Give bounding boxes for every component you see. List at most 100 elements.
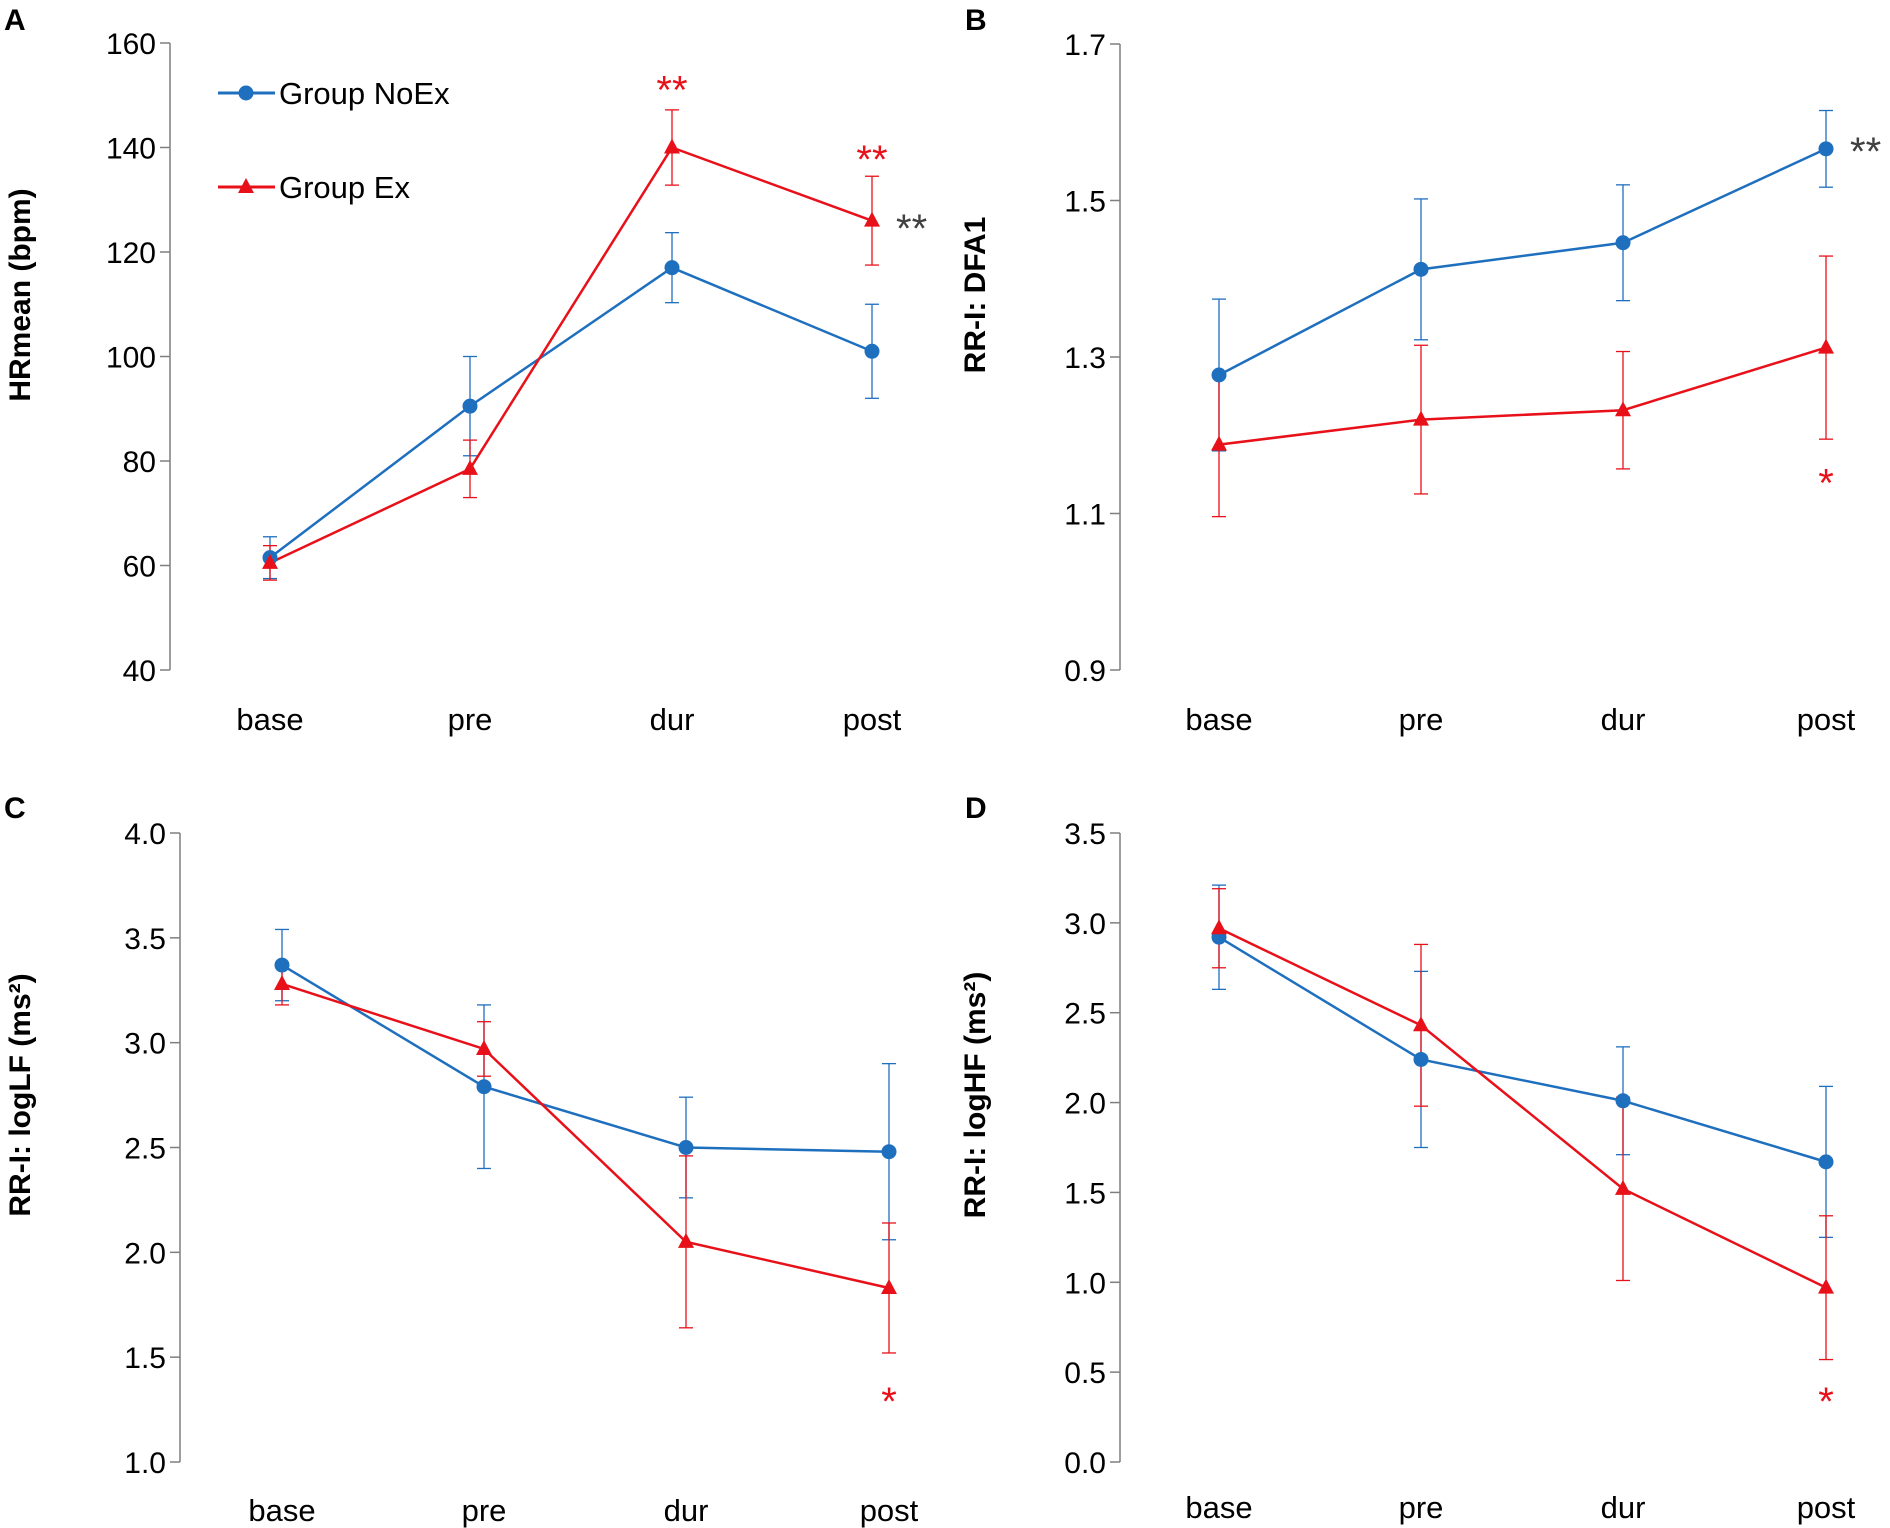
x-category-label-c: pre (462, 1493, 507, 1528)
legend-marker-noex (238, 85, 254, 101)
panel-d: D RR-I: logHF (ms²) 0.0 0.5 1.0 1.5 2.0 2.5 3.… (959, 792, 1856, 1525)
panel-letter-c: C (4, 792, 26, 825)
data-point-ex-c (678, 1232, 694, 1248)
y-tick-label-c: 1.0 (124, 1447, 166, 1480)
data-point-noex-a (462, 398, 478, 414)
data-point-ex-d (1413, 1016, 1429, 1032)
x-category-label-a: pre (448, 702, 493, 737)
y-tick-label-c: 3.5 (124, 923, 166, 956)
y-axis-title-d: RR-I: logHF (ms²) (959, 972, 992, 1219)
x-category-label-a: base (236, 702, 303, 737)
y-axis-title-b: RR-I: DFA1 (959, 217, 992, 374)
legend-item-ex: Group Ex (218, 170, 410, 205)
series-line-noex-c (281, 964, 890, 1153)
plot-area-d: 0.0 0.5 1.0 1.5 2.0 2.5 3.0 3.5 base pre dur post * (1064, 818, 1855, 1525)
data-point-ex-b (1211, 435, 1227, 451)
data-point-noex-d (1413, 1051, 1429, 1067)
data-point-noex-d (1615, 1093, 1631, 1109)
x-category-label-a: post (843, 702, 902, 737)
x-category-label-d: dur (1601, 1490, 1646, 1525)
y-tick-label-b: 1.7 (1064, 29, 1106, 62)
data-point-ex-b (1615, 401, 1631, 417)
panel-c: C RR-I: logLF (ms²) 1.0 1.5 2.0 2.5 3.0 3.5 4.… (4, 792, 919, 1528)
y-tick-label-b: 0.9 (1064, 655, 1106, 688)
series-line-noex-d (1218, 936, 1827, 1164)
y-tick-label-a: 160 (106, 28, 156, 61)
legend-label-ex: Group Ex (279, 170, 410, 205)
y-tick-label-c: 4.0 (124, 818, 166, 851)
x-category-label-b: dur (1601, 702, 1646, 737)
data-point-ex-a (864, 211, 880, 227)
data-point-ex-a (462, 459, 478, 475)
plot-area-c: 1.0 1.5 2.0 2.5 3.0 3.5 4.0 base pre dur post * (124, 818, 918, 1528)
y-tick-label-c: 3.0 (124, 1028, 166, 1061)
y-tick-label-d: 1.0 (1064, 1267, 1106, 1300)
x-category-label-b: pre (1399, 702, 1444, 737)
y-tick-label-d: 0.0 (1064, 1447, 1106, 1480)
y-axis-title-a: HRmean (bpm) (4, 188, 37, 401)
data-point-noex-c (881, 1144, 897, 1160)
series-line-ex-a (269, 145, 873, 565)
y-tick-label-a: 100 (106, 342, 156, 375)
data-point-ex-d (1615, 1179, 1631, 1195)
data-point-ex-c (881, 1278, 897, 1294)
y-tick-label-b: 1.3 (1064, 342, 1106, 375)
data-point-noex-c (274, 957, 290, 973)
x-category-label-d: base (1185, 1490, 1252, 1525)
y-tick-label-a: 60 (123, 551, 156, 584)
data-point-noex-a (864, 343, 880, 359)
x-category-label-a: dur (650, 702, 695, 737)
panel-a: A HRmean (bpm) 40 60 80 100 120 140 160 base pre… (4, 4, 927, 737)
x-category-label-c: dur (664, 1493, 709, 1528)
y-tick-label-d: 1.5 (1064, 1177, 1106, 1210)
x-category-label-d: pre (1399, 1490, 1444, 1525)
significance-marker-a: ** (856, 138, 887, 182)
data-point-noex-b (1818, 141, 1834, 157)
y-tick-label-d: 2.5 (1064, 998, 1106, 1031)
x-category-label-b: base (1185, 702, 1252, 737)
y-tick-label-c: 2.5 (124, 1133, 166, 1166)
panel-letter-a: A (4, 4, 26, 37)
data-point-ex-c (476, 1039, 492, 1055)
panel-letter-b: B (965, 4, 987, 37)
y-tick-label-a: 140 (106, 133, 156, 166)
data-point-noex-c (678, 1140, 694, 1155)
data-point-ex-d (1818, 1278, 1834, 1294)
data-point-noex-b (1211, 367, 1227, 383)
panel-letter-d: D (965, 792, 987, 825)
y-tick-label-c: 2.0 (124, 1237, 166, 1270)
series-line-ex-d (1218, 927, 1827, 1289)
y-tick-label-d: 2.0 (1064, 1088, 1106, 1121)
legend-item-noex: Group NoEx (218, 76, 450, 111)
series-line-ex-c (281, 982, 890, 1290)
y-tick-label-a: 40 (123, 655, 156, 688)
significance-marker-a: ** (656, 68, 687, 112)
y-tick-label-a: 80 (123, 446, 156, 479)
series-line-noex-b (1218, 147, 1827, 377)
significance-marker-c: * (881, 1380, 897, 1424)
data-point-ex-a (262, 553, 278, 569)
x-category-label-c: base (248, 1493, 315, 1528)
panel-b: B RR-I: DFA1 0.9 1.1 1.3 1.5 1.7 base pre dur po… (959, 4, 1881, 737)
data-point-noex-b (1615, 235, 1631, 251)
data-point-noex-d (1818, 1154, 1834, 1170)
legend: Group NoEx Group Ex (218, 76, 450, 205)
y-tick-label-d: 3.0 (1064, 908, 1106, 941)
y-tick-label-b: 1.5 (1064, 186, 1106, 219)
significance-marker-a: ** (896, 207, 927, 251)
y-tick-label-c: 1.5 (124, 1342, 166, 1375)
series-line-noex-a (269, 266, 873, 559)
data-point-noex-b (1413, 261, 1429, 277)
y-tick-label-d: 3.5 (1064, 818, 1106, 851)
y-tick-label-a: 120 (106, 237, 156, 270)
y-tick-label-d: 0.5 (1064, 1357, 1106, 1390)
data-point-ex-d (1211, 919, 1227, 935)
significance-marker-b: * (1818, 462, 1834, 506)
y-axis-title-c: RR-I: logLF (ms²) (4, 973, 37, 1216)
series-line-ex-b (1218, 346, 1827, 446)
data-point-ex-c (274, 974, 290, 990)
x-category-label-b: post (1797, 702, 1856, 737)
data-point-ex-b (1413, 410, 1429, 426)
